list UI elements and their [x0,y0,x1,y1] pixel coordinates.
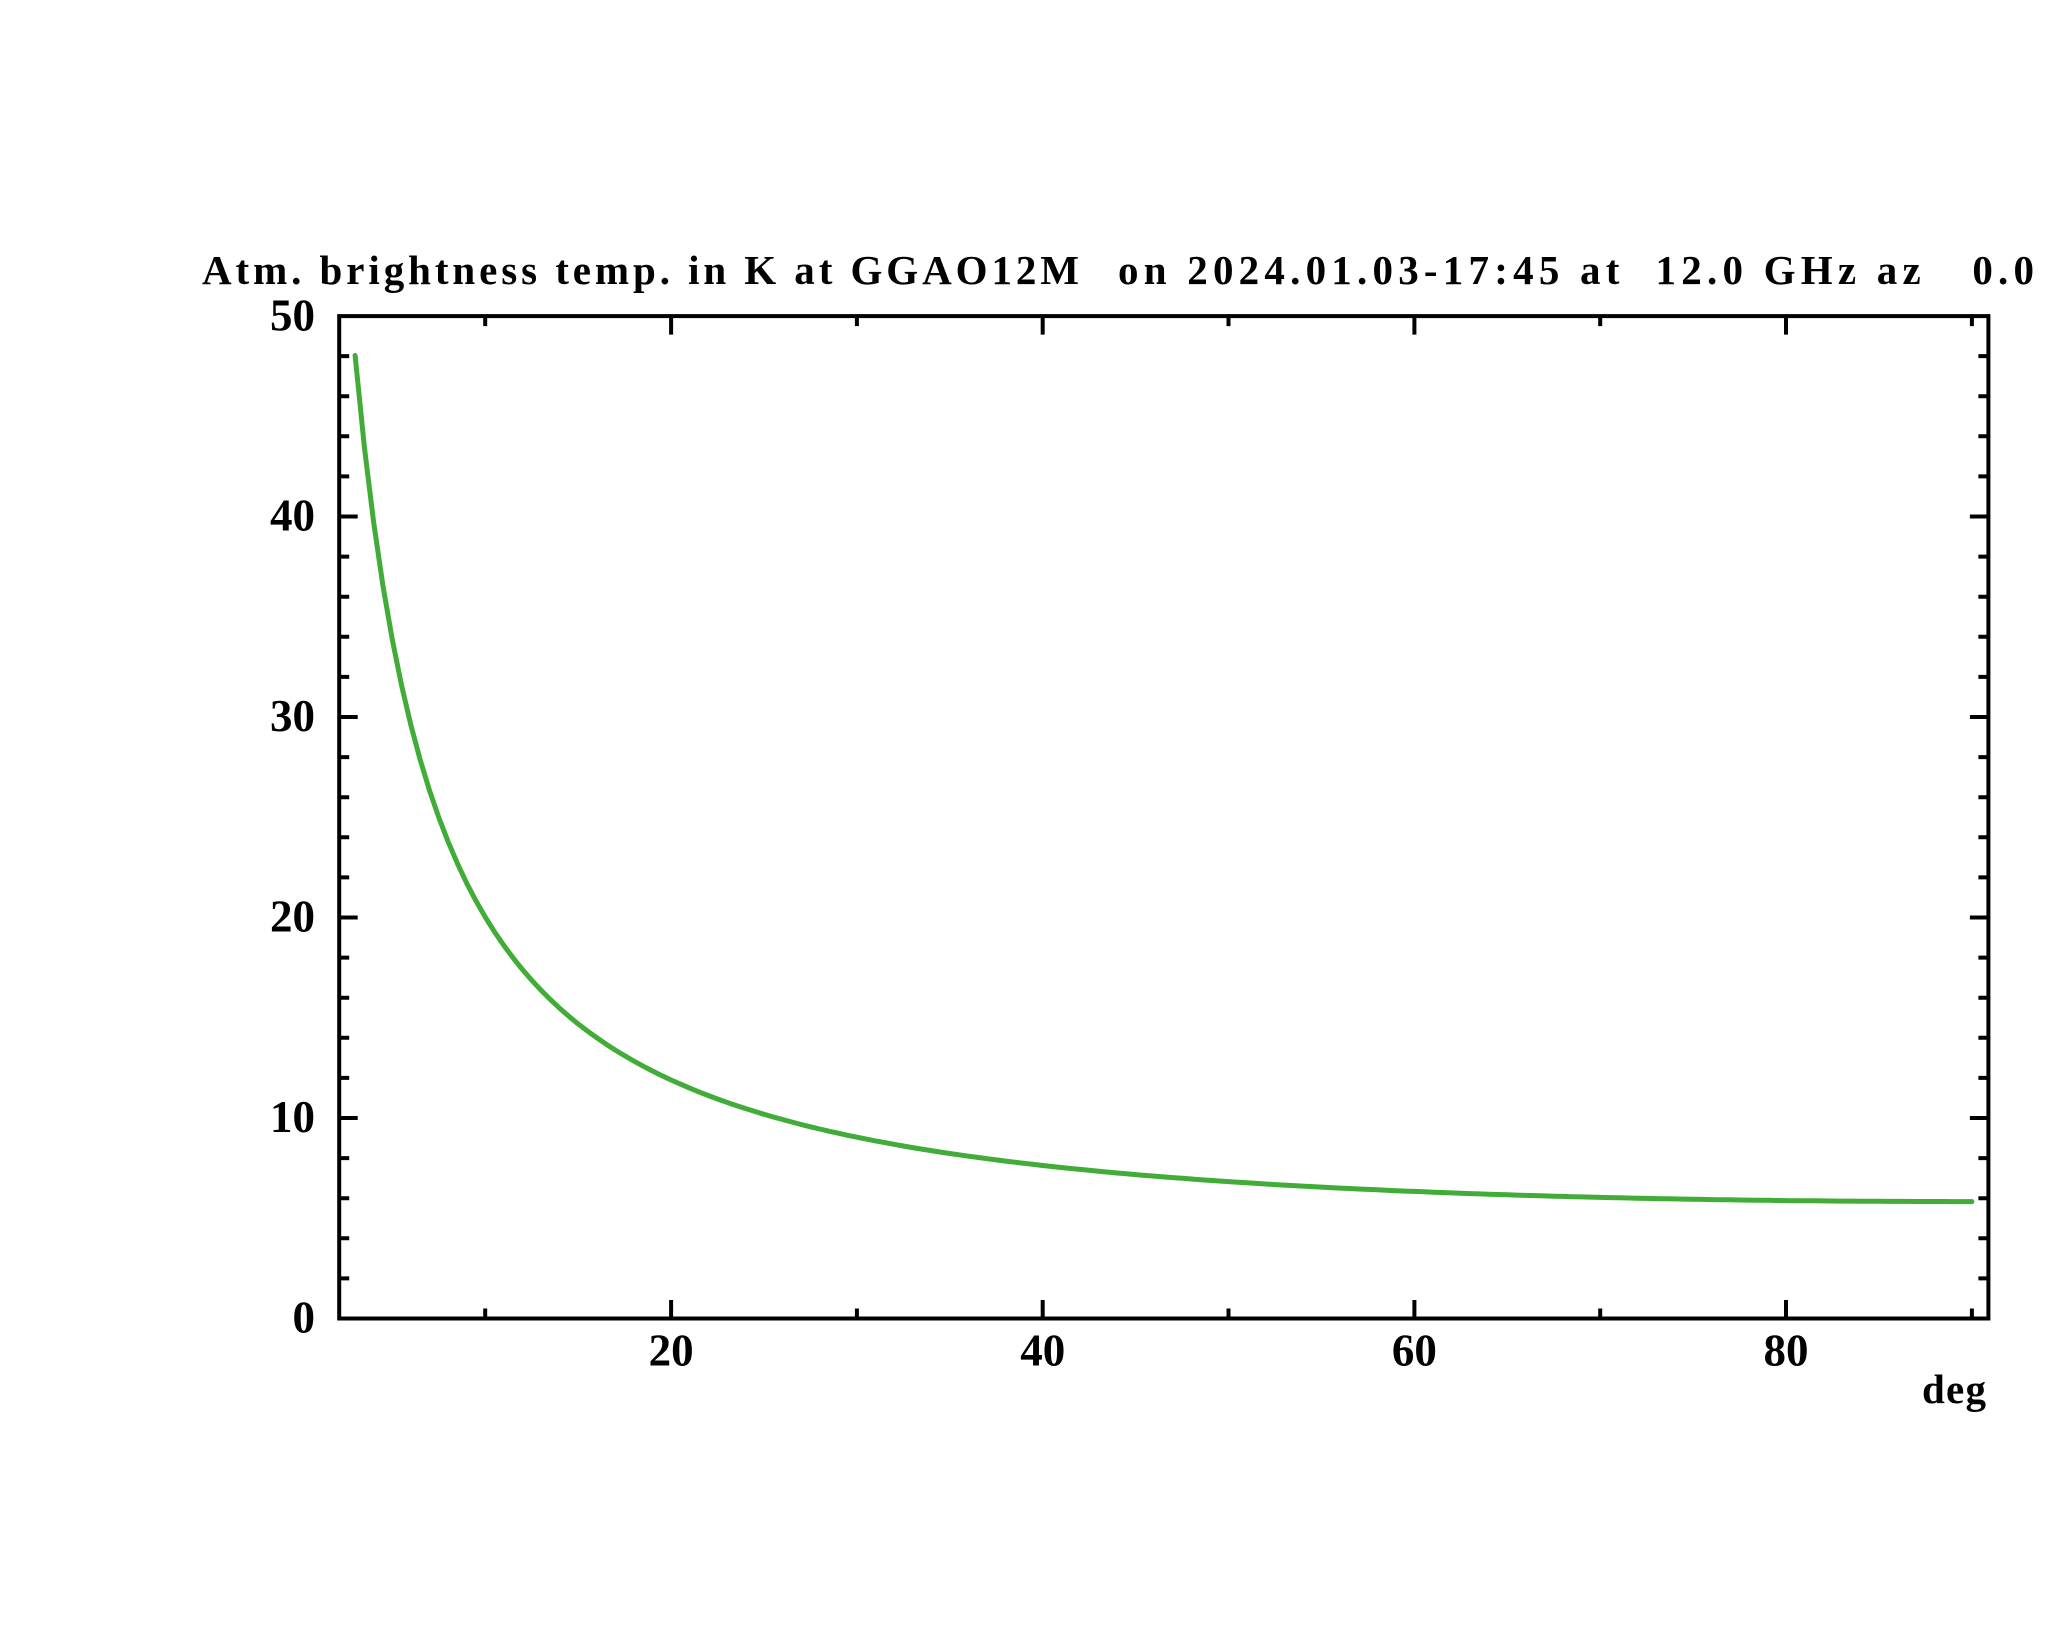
svg-text:20: 20 [649,1326,694,1376]
svg-text:60: 60 [1392,1326,1437,1376]
svg-text:10: 10 [270,1092,315,1142]
svg-text:40: 40 [1020,1326,1065,1376]
svg-text:Atm. brightness temp. in K at: Atm. brightness temp. in K at GGAO12M [202,247,1079,293]
svg-text:deg: deg [1922,1366,1987,1412]
svg-text:80: 80 [1764,1326,1809,1376]
svg-text:50: 50 [270,290,315,340]
svg-text:30: 30 [270,691,315,741]
svg-text:40: 40 [270,491,315,541]
svg-text:0: 0 [293,1293,316,1343]
svg-text:20: 20 [270,892,315,942]
